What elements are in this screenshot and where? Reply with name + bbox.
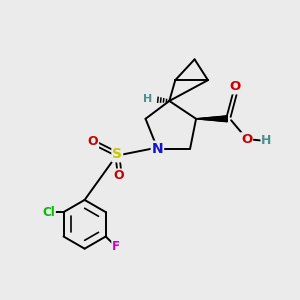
Text: N: N (152, 142, 163, 155)
Text: S: S (112, 148, 122, 161)
Text: H: H (143, 94, 152, 104)
Polygon shape (196, 116, 227, 122)
Text: F: F (112, 240, 120, 254)
Text: O: O (113, 169, 124, 182)
Text: O: O (229, 80, 240, 94)
Text: H: H (261, 134, 272, 147)
Polygon shape (196, 116, 227, 122)
Text: O: O (241, 133, 252, 146)
Text: O: O (88, 136, 98, 148)
Text: Cl: Cl (42, 206, 55, 219)
